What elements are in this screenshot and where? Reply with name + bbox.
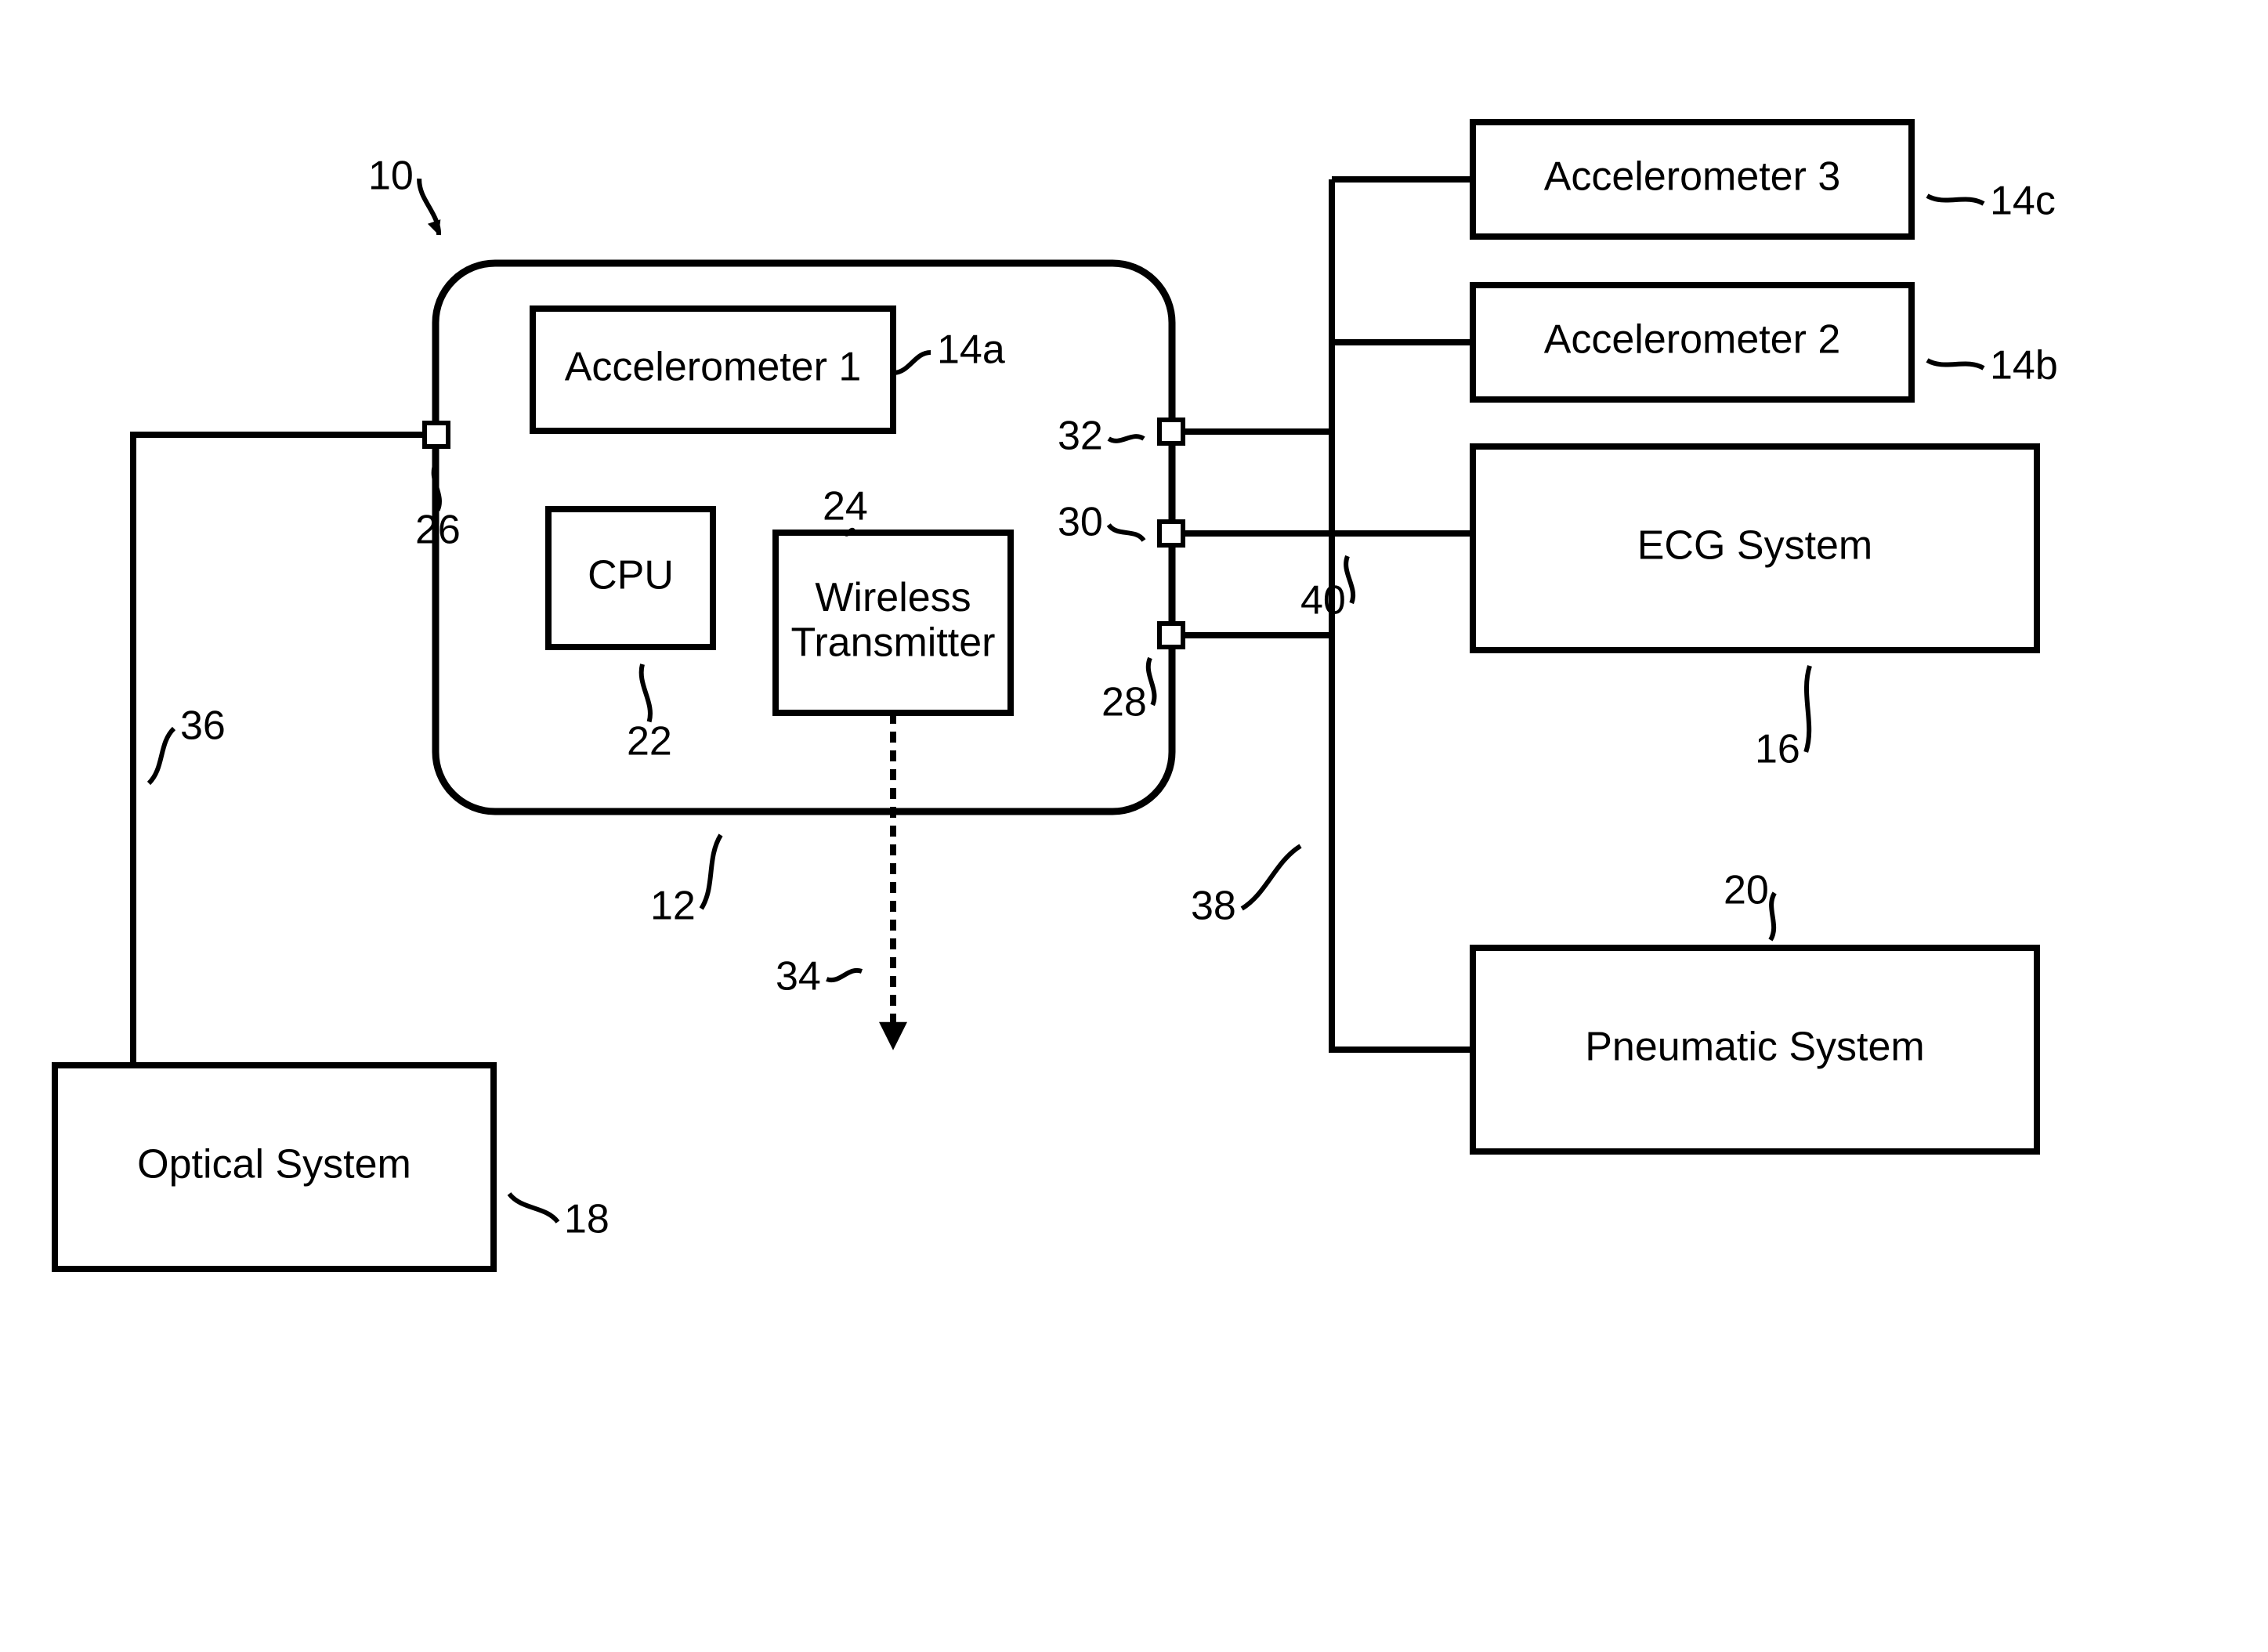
ref-20: 20 (1724, 868, 1769, 913)
accelerometer-1-label: Accelerometer 1 (565, 345, 862, 390)
wireless-transmitter: WirelessTransmitter (776, 533, 1011, 713)
cpu: CPU (548, 509, 713, 647)
wireless-transmitter-label-2: Transmitter (791, 620, 996, 665)
ecg-system-label: ECG System (1637, 523, 1873, 569)
ref-30: 30 (1058, 500, 1103, 545)
optical-system-label: Optical System (137, 1142, 411, 1187)
pneumatic-system: Pneumatic System (1473, 948, 2037, 1151)
port-p28 (1159, 624, 1183, 647)
wireless-arrow-icon (879, 1022, 907, 1050)
ref-32: 32 (1058, 414, 1103, 459)
accelerometer-2-label: Accelerometer 2 (1544, 317, 1841, 363)
port-p30 (1159, 522, 1183, 545)
ref-10: 10 (368, 154, 414, 199)
ref-38: 38 (1191, 884, 1236, 929)
pneumatic-system-label: Pneumatic System (1585, 1025, 1925, 1070)
ref-24: 24 (823, 484, 868, 530)
ref-14b: 14b (1990, 343, 2058, 389)
ref-26: 26 (415, 508, 461, 553)
ref-22: 22 (627, 719, 672, 765)
accelerometer-3: Accelerometer 3 (1473, 122, 1912, 237)
ref-36: 36 (180, 703, 226, 749)
ref-34: 34 (776, 954, 821, 1000)
ecg-system: ECG System (1473, 446, 2037, 650)
cpu-label: CPU (588, 553, 674, 598)
ref-16: 16 (1755, 727, 1800, 772)
accelerometer-2: Accelerometer 2 (1473, 285, 1912, 399)
ref-12: 12 (650, 884, 696, 929)
ref-14a: 14a (937, 327, 1005, 373)
ref-14c: 14c (1990, 179, 2056, 224)
port-p26 (425, 423, 448, 446)
optical-system: Optical System (55, 1065, 494, 1269)
ref-28: 28 (1101, 680, 1147, 725)
ref-40: 40 (1300, 578, 1346, 624)
port-p32 (1159, 420, 1183, 443)
ref-18: 18 (564, 1197, 610, 1242)
accelerometer-3-label: Accelerometer 3 (1544, 154, 1841, 200)
wireless-transmitter-label-1: Wireless (815, 575, 971, 620)
accelerometer-1: Accelerometer 1 (533, 309, 893, 431)
